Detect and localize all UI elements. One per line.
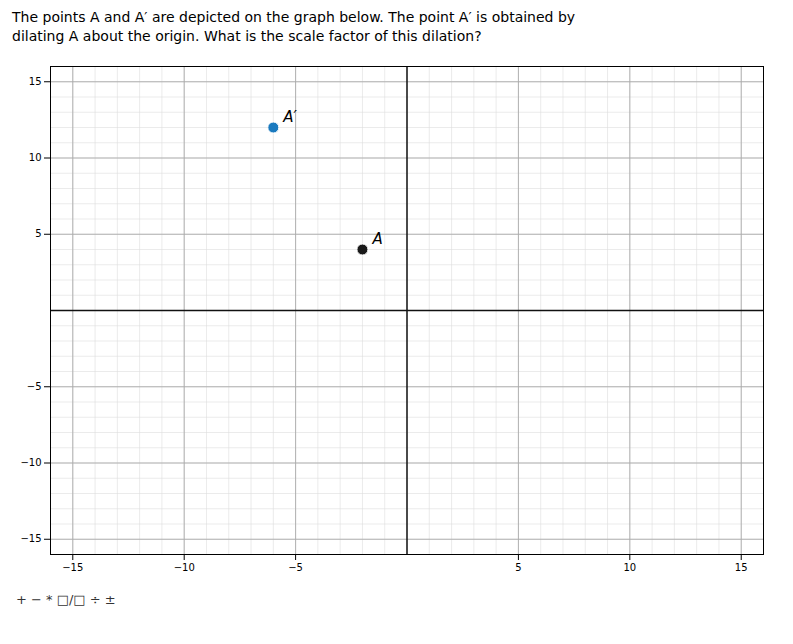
- svg-text:−5: −5: [288, 561, 303, 572]
- svg-text:5: 5: [515, 561, 521, 572]
- svg-text:10: 10: [623, 561, 636, 572]
- svg-text:−10: −10: [174, 561, 195, 572]
- svg-text:A: A: [371, 230, 382, 248]
- svg-text:15: 15: [735, 561, 748, 572]
- svg-text:5: 5: [35, 228, 41, 239]
- svg-text:−15: −15: [20, 533, 41, 544]
- svg-text:−5: −5: [27, 381, 42, 392]
- svg-text:A′: A′: [282, 108, 297, 126]
- svg-text:15: 15: [29, 76, 42, 87]
- html-text:The points A and A′ are depict: The points A and A′ are depicted on the …: [12, 9, 576, 25]
- html-text:dilating A about the origin. W: dilating A about the origin. What is the…: [12, 27, 482, 44]
- svg-text:−10: −10: [20, 457, 41, 468]
- svg-text:−15: −15: [62, 561, 83, 572]
- svg-text:10: 10: [29, 152, 42, 163]
